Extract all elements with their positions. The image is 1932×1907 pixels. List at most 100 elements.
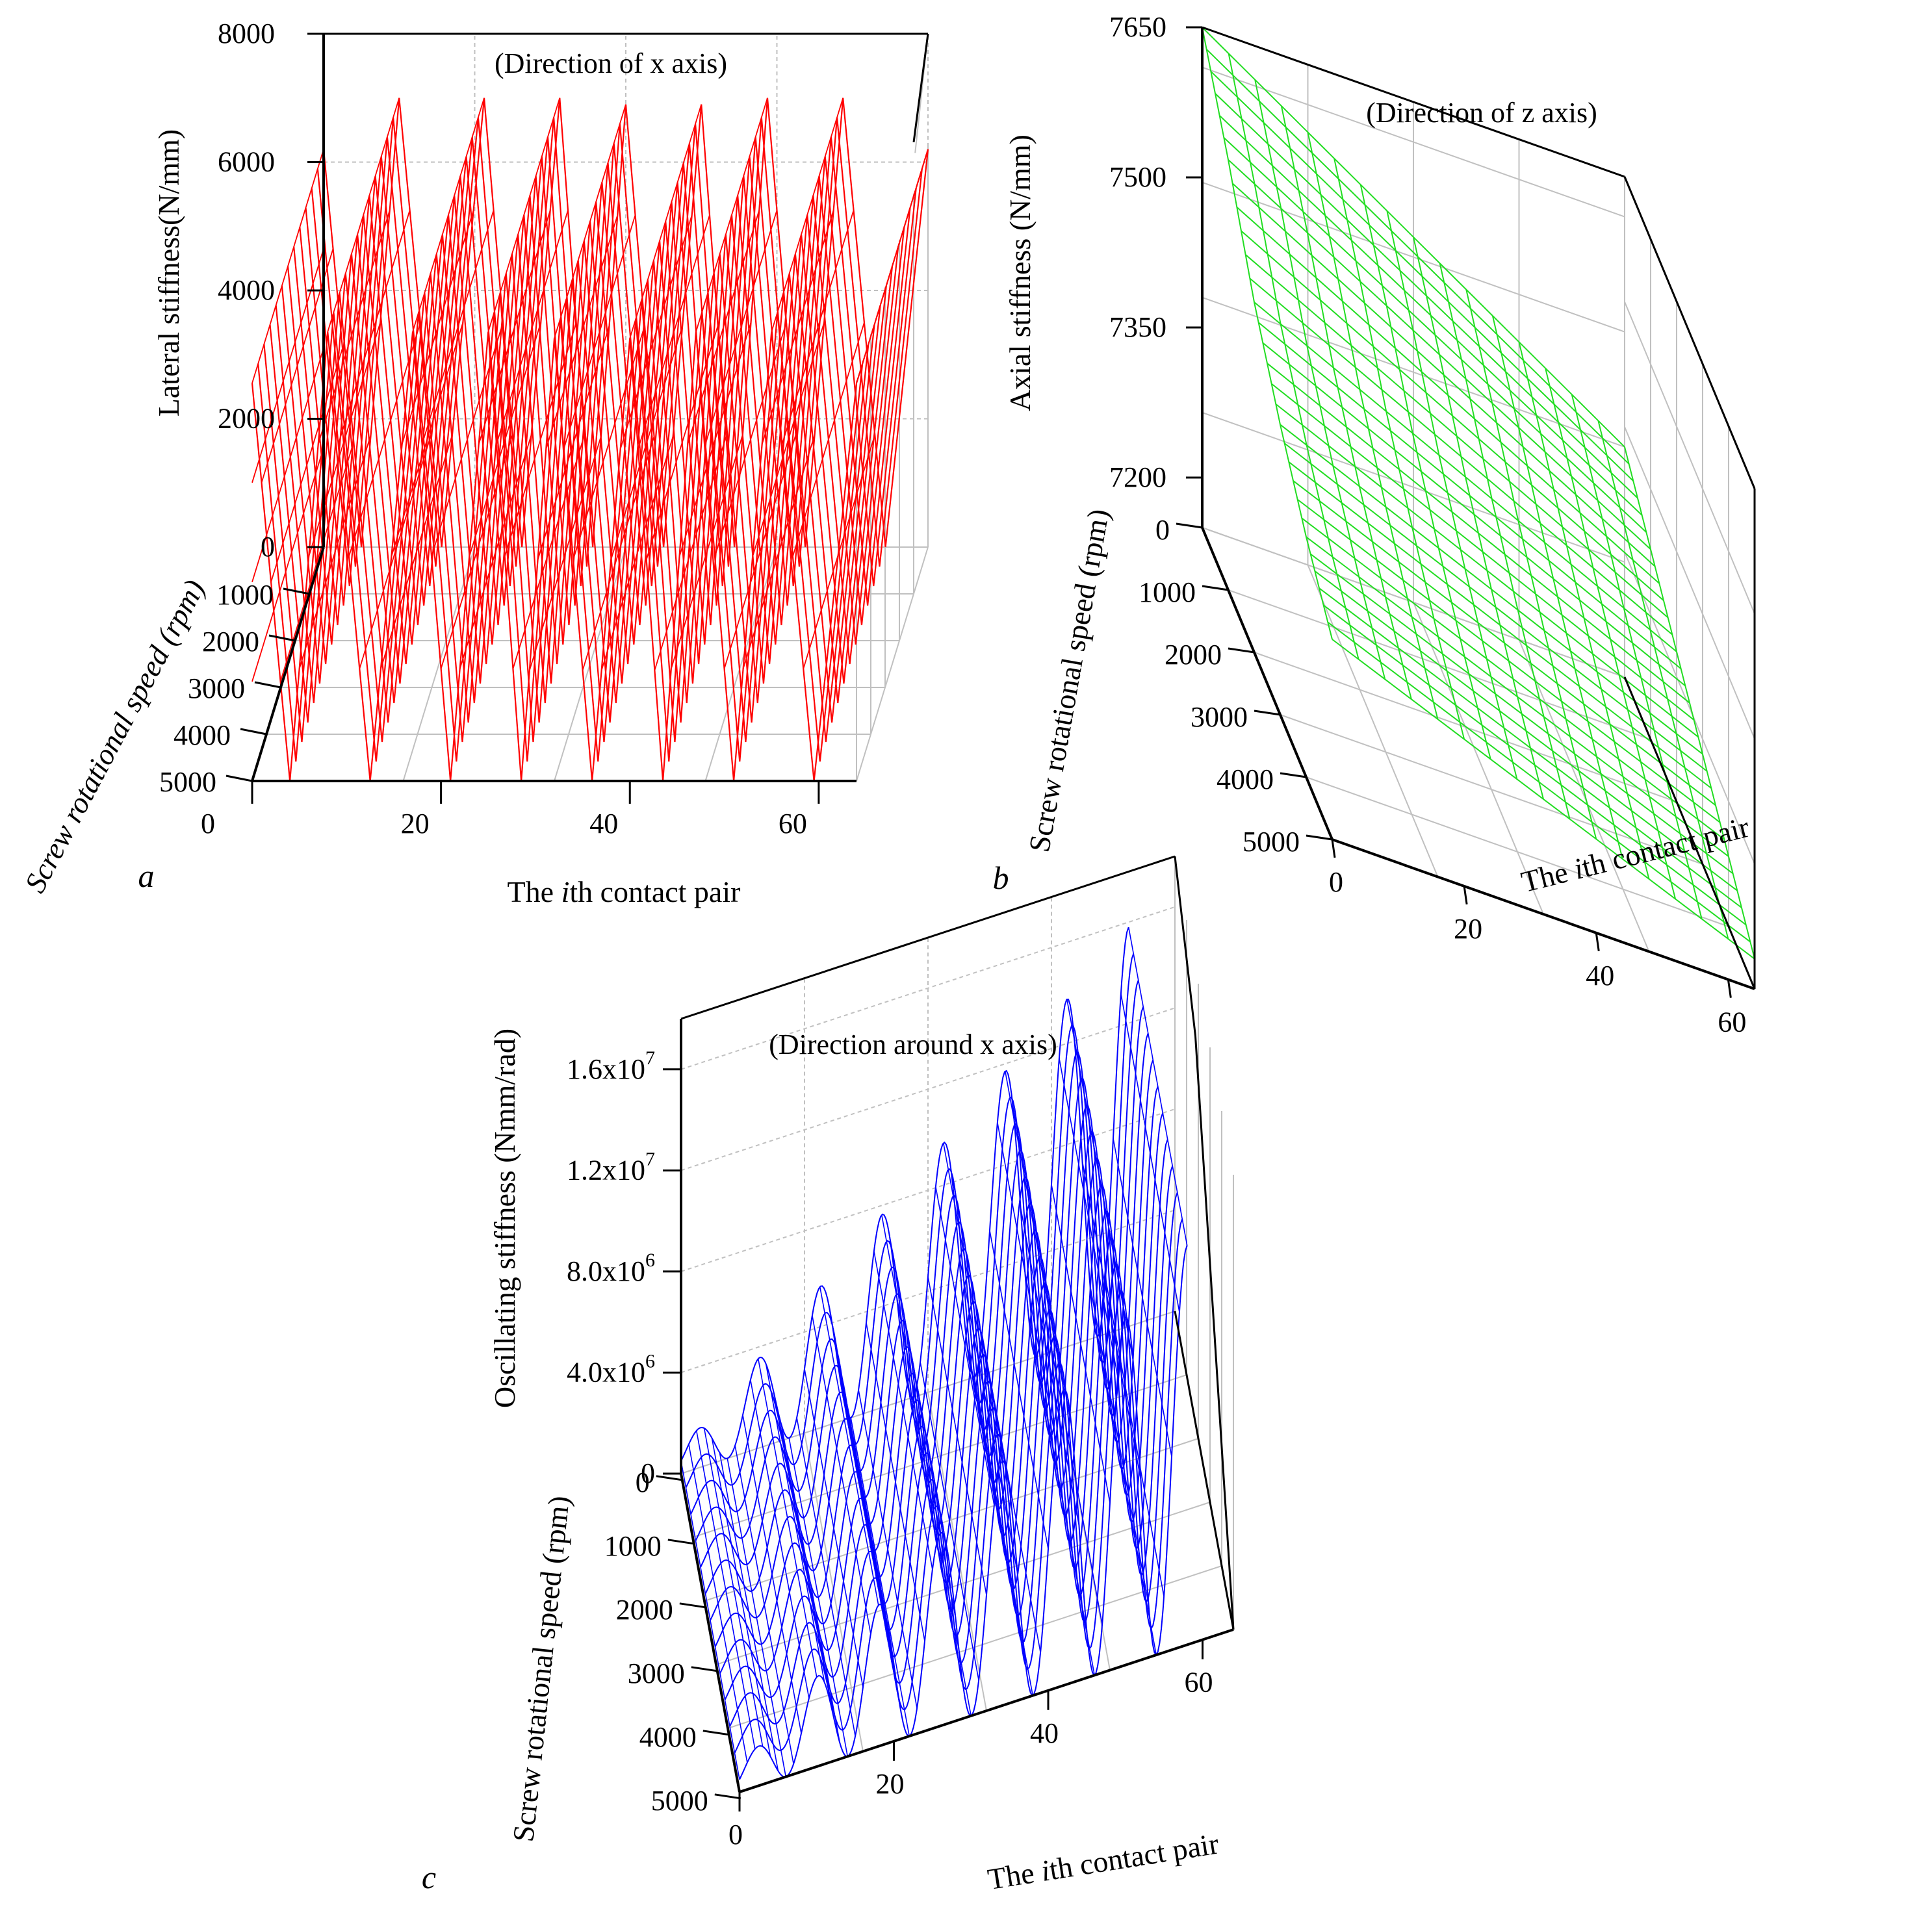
panel-b: (Direction of z axis) Axial stiffness (N…: [993, 11, 1756, 1038]
a-y-tick-3: 4000: [174, 719, 231, 751]
c-surface-pair-line-0: [680, 1461, 740, 1780]
c-surface-pair-line-16: [804, 1368, 864, 1687]
c-surface-pair-line-21: [842, 1396, 903, 1715]
c-surface-pair-line-15: [796, 1417, 856, 1737]
panel-c-z-label: Oscillating stiffness (Nmm/rad): [488, 1029, 521, 1408]
c-surface-pair-line-10: [757, 1359, 818, 1678]
c-surface-pair-line-44: [1020, 1207, 1080, 1526]
c-surface-pair-line-51: [1074, 1042, 1134, 1361]
c-y-axis: [680, 1473, 741, 1793]
a-surface-cross-1--3: [298, 434, 372, 669]
c-surface-pair-line-17: [812, 1315, 871, 1634]
c-x-axis: [739, 1628, 1234, 1793]
b-surface-speed-line-16: [1271, 383, 1695, 721]
b-y-axis: [1201, 527, 1333, 840]
a-surface-cross-5-2: [645, 326, 719, 560]
b-z-tick-3: 7650: [1109, 11, 1166, 43]
b-x-tick-1: 20: [1454, 913, 1482, 945]
c-z-tick-1: 4.0x106: [567, 1350, 655, 1388]
c-surface-pair-line-6: [727, 1458, 787, 1777]
b-surface-pair-line-0: [1202, 27, 1333, 640]
c-surface-pair-line-28: [896, 1299, 957, 1619]
a-surface-cross-4--3: [528, 436, 602, 671]
a-surface-cross-5--3: [600, 436, 674, 671]
panel-a-lateral-stiffness-surface: [251, 97, 929, 782]
c-y-tick-0: 0: [636, 1466, 650, 1498]
b-surface-speed-line-14: [1262, 342, 1686, 687]
b-y-tick-mark-4: [1280, 772, 1307, 778]
b-y-tick-4: 4000: [1217, 763, 1274, 795]
a-surface-cross-7--1: [761, 210, 834, 444]
b-z-tick-2: 7500: [1109, 161, 1166, 193]
c-surface-pair-line-30: [912, 1397, 972, 1716]
a-surface-cross-0--1: [251, 248, 324, 483]
panel-a-x-label-italic: i: [561, 875, 570, 908]
c-front-right-edge: [1194, 1036, 1235, 1630]
c-x-tick-0: 0: [728, 1819, 743, 1850]
a-surface-cross-6-2: [714, 322, 787, 557]
a-surface-cross-2--2: [391, 322, 464, 557]
c-y-tick-1: 1000: [604, 1530, 662, 1562]
panel-a-x-label-suffix: th contact pair: [569, 875, 740, 908]
c-surface-pair-line-4: [711, 1438, 771, 1757]
a-surface-cross-6-3: [723, 434, 797, 669]
a-surface-cross-2-2: [431, 322, 504, 557]
panel-b-tick-labels: 7200 7350 7500 7650 0 1000 2000 3000 4000 5000 0 20…: [1109, 11, 1746, 1038]
a-surface-cross-4--2: [537, 326, 610, 560]
b-y-tick-1: 1000: [1139, 576, 1196, 608]
c-surface-pair-line-49: [1059, 1058, 1118, 1377]
c-floor-u-1: [804, 1433, 864, 1752]
a-surface-cross-2-3: [440, 434, 513, 669]
b-y-tick-mark-5: [1306, 834, 1333, 841]
c-x-tick-1: 20: [876, 1768, 905, 1800]
panel-b-x-label-suffix: th contact pair: [1578, 810, 1753, 884]
panel-b-y-label: Screw rotational speed (rpm): [1022, 506, 1115, 854]
c-surface-pair-line-11: [765, 1363, 825, 1683]
b-surface-speed-line-29: [1327, 621, 1751, 943]
a-surface-cross-0-0: [251, 149, 324, 384]
a-surface-cross-3--2: [469, 322, 542, 557]
a-surface-cross-7-2: [792, 322, 865, 557]
b-surface-speed-line-30: [1332, 639, 1755, 960]
b-y-tick-mark-2: [1228, 647, 1255, 654]
c-surface-pair-line-8: [742, 1414, 802, 1734]
a-surface-cross-2-1: [421, 210, 495, 444]
a-surface-cross-3--3: [459, 434, 532, 669]
c-x-tick-3: 60: [1185, 1667, 1213, 1698]
c-surface-pair-line-12: [773, 1392, 833, 1711]
a-surface-cross-7-1: [781, 210, 855, 444]
panel-c-tick-labels: 0 4.0x106 8.0x106 1.2x107 1.6x107 0 1000 2000 30…: [567, 1047, 1213, 1850]
b-surface-speed-line-2: [1210, 71, 1634, 482]
c-surface-pair-line-47: [1043, 1306, 1103, 1625]
a-floor-u-1: [402, 546, 476, 782]
a-y-tick-mark-0: [283, 587, 310, 595]
b-surface-speed-line-11: [1249, 277, 1673, 635]
b-right-w-3: [1624, 301, 1755, 614]
b-surface-speed-line-7: [1231, 183, 1656, 567]
a-y-axis: [251, 546, 325, 782]
a-z-tick-0: 0: [261, 531, 275, 563]
c-z-tick-2: 8.0x106: [567, 1249, 655, 1287]
b-floor-u-3: [1518, 639, 1650, 952]
a-surface-cross-0-2: [270, 348, 343, 583]
c-surface-pair-line-35: [950, 1170, 1011, 1489]
a-y-tick-mark-1: [268, 634, 296, 642]
a-surface-cross-7-3: [803, 434, 876, 669]
b-surface-speed-line-0: [1202, 27, 1625, 448]
a-x-tick-0: 0: [201, 808, 215, 839]
a-surface-cross-3-0: [487, 97, 561, 333]
a-y-tick-mark-4: [225, 774, 253, 782]
a-surface-cross-1-1: [337, 210, 411, 444]
panel-a-letter: a: [138, 858, 155, 894]
b-right-floor-edge: [1623, 676, 1756, 990]
b-surface-speed-line-20: [1288, 461, 1712, 789]
panel-a-title: (Direction of x axis): [495, 47, 727, 79]
panel-c-x-label-suffix: th contact pair: [1047, 1826, 1221, 1886]
b-y-tick-mark-3: [1254, 710, 1281, 716]
c-surface-pair-line-27: [888, 1235, 949, 1554]
panel-c-y-label: Screw rotational speed (rpm): [506, 1494, 576, 1844]
b-y-tick-5: 5000: [1243, 826, 1300, 858]
panel-b-letter: b: [993, 860, 1009, 896]
b-y-tick-mark-0: [1176, 522, 1203, 529]
